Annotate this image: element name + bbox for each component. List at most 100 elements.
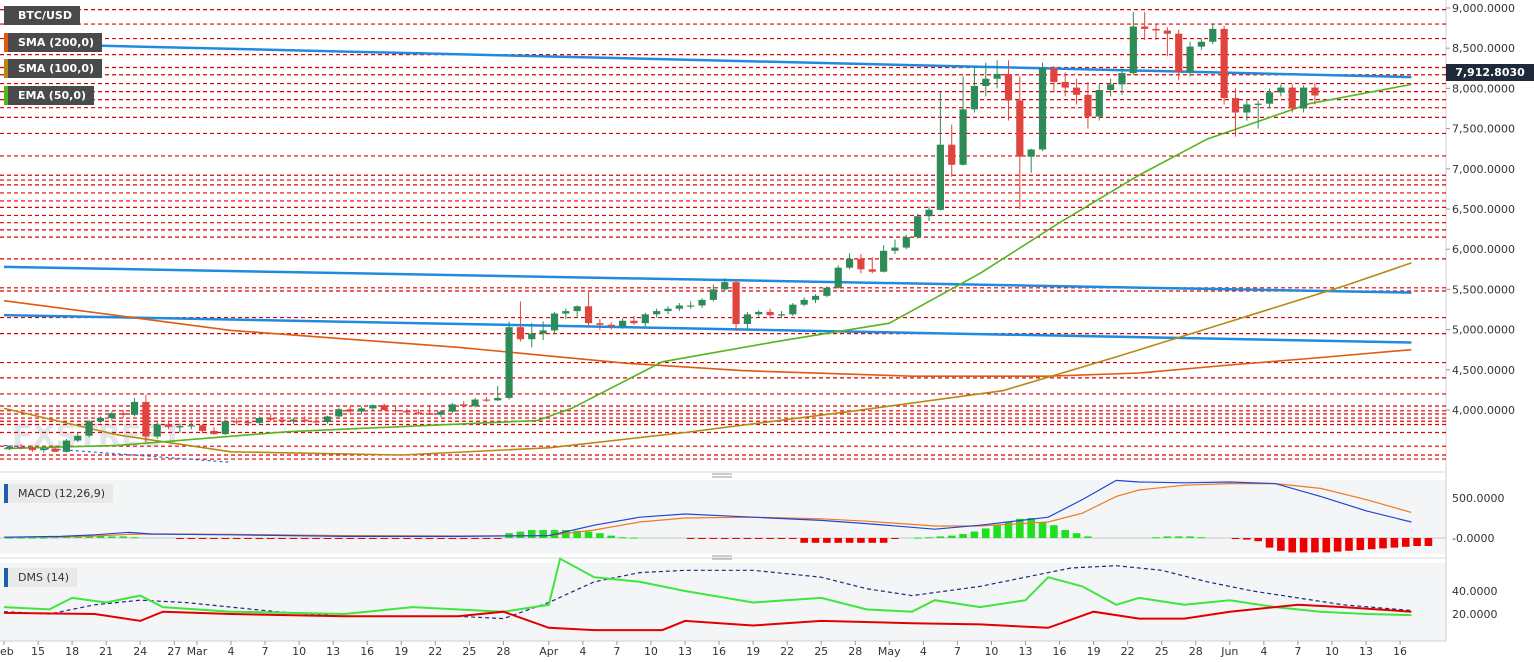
candle-body [187, 425, 195, 427]
candle-body [1152, 28, 1160, 31]
macd-histogram-bar [981, 528, 990, 538]
candle-body [845, 258, 854, 268]
macd-histogram-bar [811, 538, 820, 543]
y-tick-label: 5,000.0000 [1452, 324, 1515, 337]
y-tick-label: 4,500.0000 [1452, 364, 1515, 377]
macd-histogram-bar [403, 538, 411, 539]
candle-body [982, 78, 990, 86]
macd-histogram-bar [482, 538, 491, 539]
candle-body [811, 295, 820, 300]
legend-sma100[interactable]: SMA (100,0) [4, 59, 103, 78]
x-tick-label: 4 [920, 645, 927, 658]
macd-histogram-bar [516, 531, 525, 538]
x-tick-label: 19 [1087, 645, 1101, 658]
macd-histogram-bar [607, 535, 616, 538]
macd-histogram-bar [618, 537, 627, 539]
y-tick-label: 4,000.0000 [1452, 404, 1515, 417]
sma100-line [3, 262, 1412, 456]
pane-resize-handle-2[interactable] [712, 555, 732, 560]
legend-ema50[interactable]: EMA (50,0) [4, 86, 94, 105]
macd-histogram-bar [1322, 538, 1331, 553]
candle-body [868, 269, 876, 272]
x-tick-label: 22 [428, 645, 442, 658]
candle-body [153, 424, 161, 437]
macd-histogram-bar [289, 538, 298, 539]
candle-body [335, 409, 343, 417]
candle-body [687, 305, 695, 307]
x-tick-label: 7 [262, 645, 269, 658]
y-tick-label: 6,000.0000 [1452, 243, 1515, 256]
candle-body [1107, 84, 1115, 91]
candle-body [675, 305, 683, 309]
macd-histogram-bar [1288, 538, 1297, 553]
candle-body [74, 435, 82, 441]
macd-histogram-bar [743, 538, 752, 539]
current-price-badge: 7,912.8030 [1446, 64, 1534, 81]
candle-body [346, 409, 354, 412]
candle-body [618, 320, 627, 327]
macd-histogram-bar [777, 538, 786, 539]
candle-body [369, 405, 377, 409]
candle-body [244, 422, 252, 424]
candle-body [267, 418, 275, 420]
macd-histogram-bar [596, 533, 604, 538]
candle-body [62, 440, 71, 452]
macd-histogram-bar [1152, 537, 1160, 539]
candle-body [494, 397, 502, 401]
y-tick-label: 7,500.0000 [1452, 123, 1515, 136]
y-tick-label: 5,500.0000 [1452, 283, 1515, 296]
x-tick-label: 4 [579, 645, 586, 658]
x-tick-label: 10 [292, 645, 306, 658]
candle-body [1175, 33, 1183, 73]
macd-histogram-bar [471, 538, 479, 539]
macd-histogram-bar [1413, 538, 1421, 546]
candle-body [880, 250, 888, 272]
candle-body [28, 447, 36, 451]
x-tick-label: 19 [394, 645, 408, 658]
macd-histogram-bar [346, 538, 354, 539]
candle-body [1265, 92, 1274, 104]
x-tick-label: 27 [167, 645, 181, 658]
macd-histogram-bar [244, 538, 252, 539]
x-tick-label: Apr [539, 645, 559, 658]
legend-macd[interactable]: MACD (12,26,9) [4, 484, 114, 503]
candle-body [1311, 87, 1319, 96]
candle-body [1038, 68, 1047, 150]
candle-body [1209, 28, 1217, 42]
macd-histogram-bar [414, 538, 423, 539]
candle-body [1243, 104, 1251, 113]
macd-histogram-bar [539, 530, 547, 538]
candle-body [732, 282, 740, 324]
candle-body [914, 216, 922, 238]
dms-y-tick-label: 20.0000 [1452, 608, 1498, 621]
macd-histogram-bar [1299, 538, 1308, 553]
macd-histogram-bar [834, 538, 843, 543]
macd-histogram-bar [459, 538, 468, 539]
macd-histogram-bar [266, 538, 275, 539]
x-tick-label: 15 [31, 645, 45, 658]
candle-body [1050, 68, 1058, 82]
candle-body [176, 426, 184, 428]
candle-body [1277, 87, 1285, 93]
x-tick-label: 13 [1359, 645, 1373, 658]
y-tick-label: 9,000.0000 [1452, 2, 1515, 15]
candle-body [528, 333, 536, 340]
legend-dms[interactable]: DMS (14) [4, 568, 78, 587]
candle-body [1220, 28, 1228, 99]
legend-sma200[interactable]: SMA (200,0) [4, 33, 103, 52]
legend-symbol[interactable]: BTC/USD [4, 6, 80, 25]
macd-histogram-bar [1277, 538, 1285, 551]
macd-histogram-bar [754, 538, 763, 539]
candle-body [448, 404, 456, 412]
macd-histogram-bar [437, 538, 445, 539]
x-axis-labels: Feb 15 18 21 24 27 Mar 4 7 10 13 16 19 22 25 28 Apr 4 7 10 1… [0, 641, 1407, 658]
macd-histogram-bar [210, 538, 218, 539]
candle-body [516, 327, 525, 340]
x-tick-label: 10 [984, 645, 998, 658]
candle-body [164, 424, 173, 427]
x-tick-label: 22 [1121, 645, 1135, 658]
pane-resize-handle-1[interactable] [712, 473, 732, 478]
candle-body [1016, 100, 1024, 157]
